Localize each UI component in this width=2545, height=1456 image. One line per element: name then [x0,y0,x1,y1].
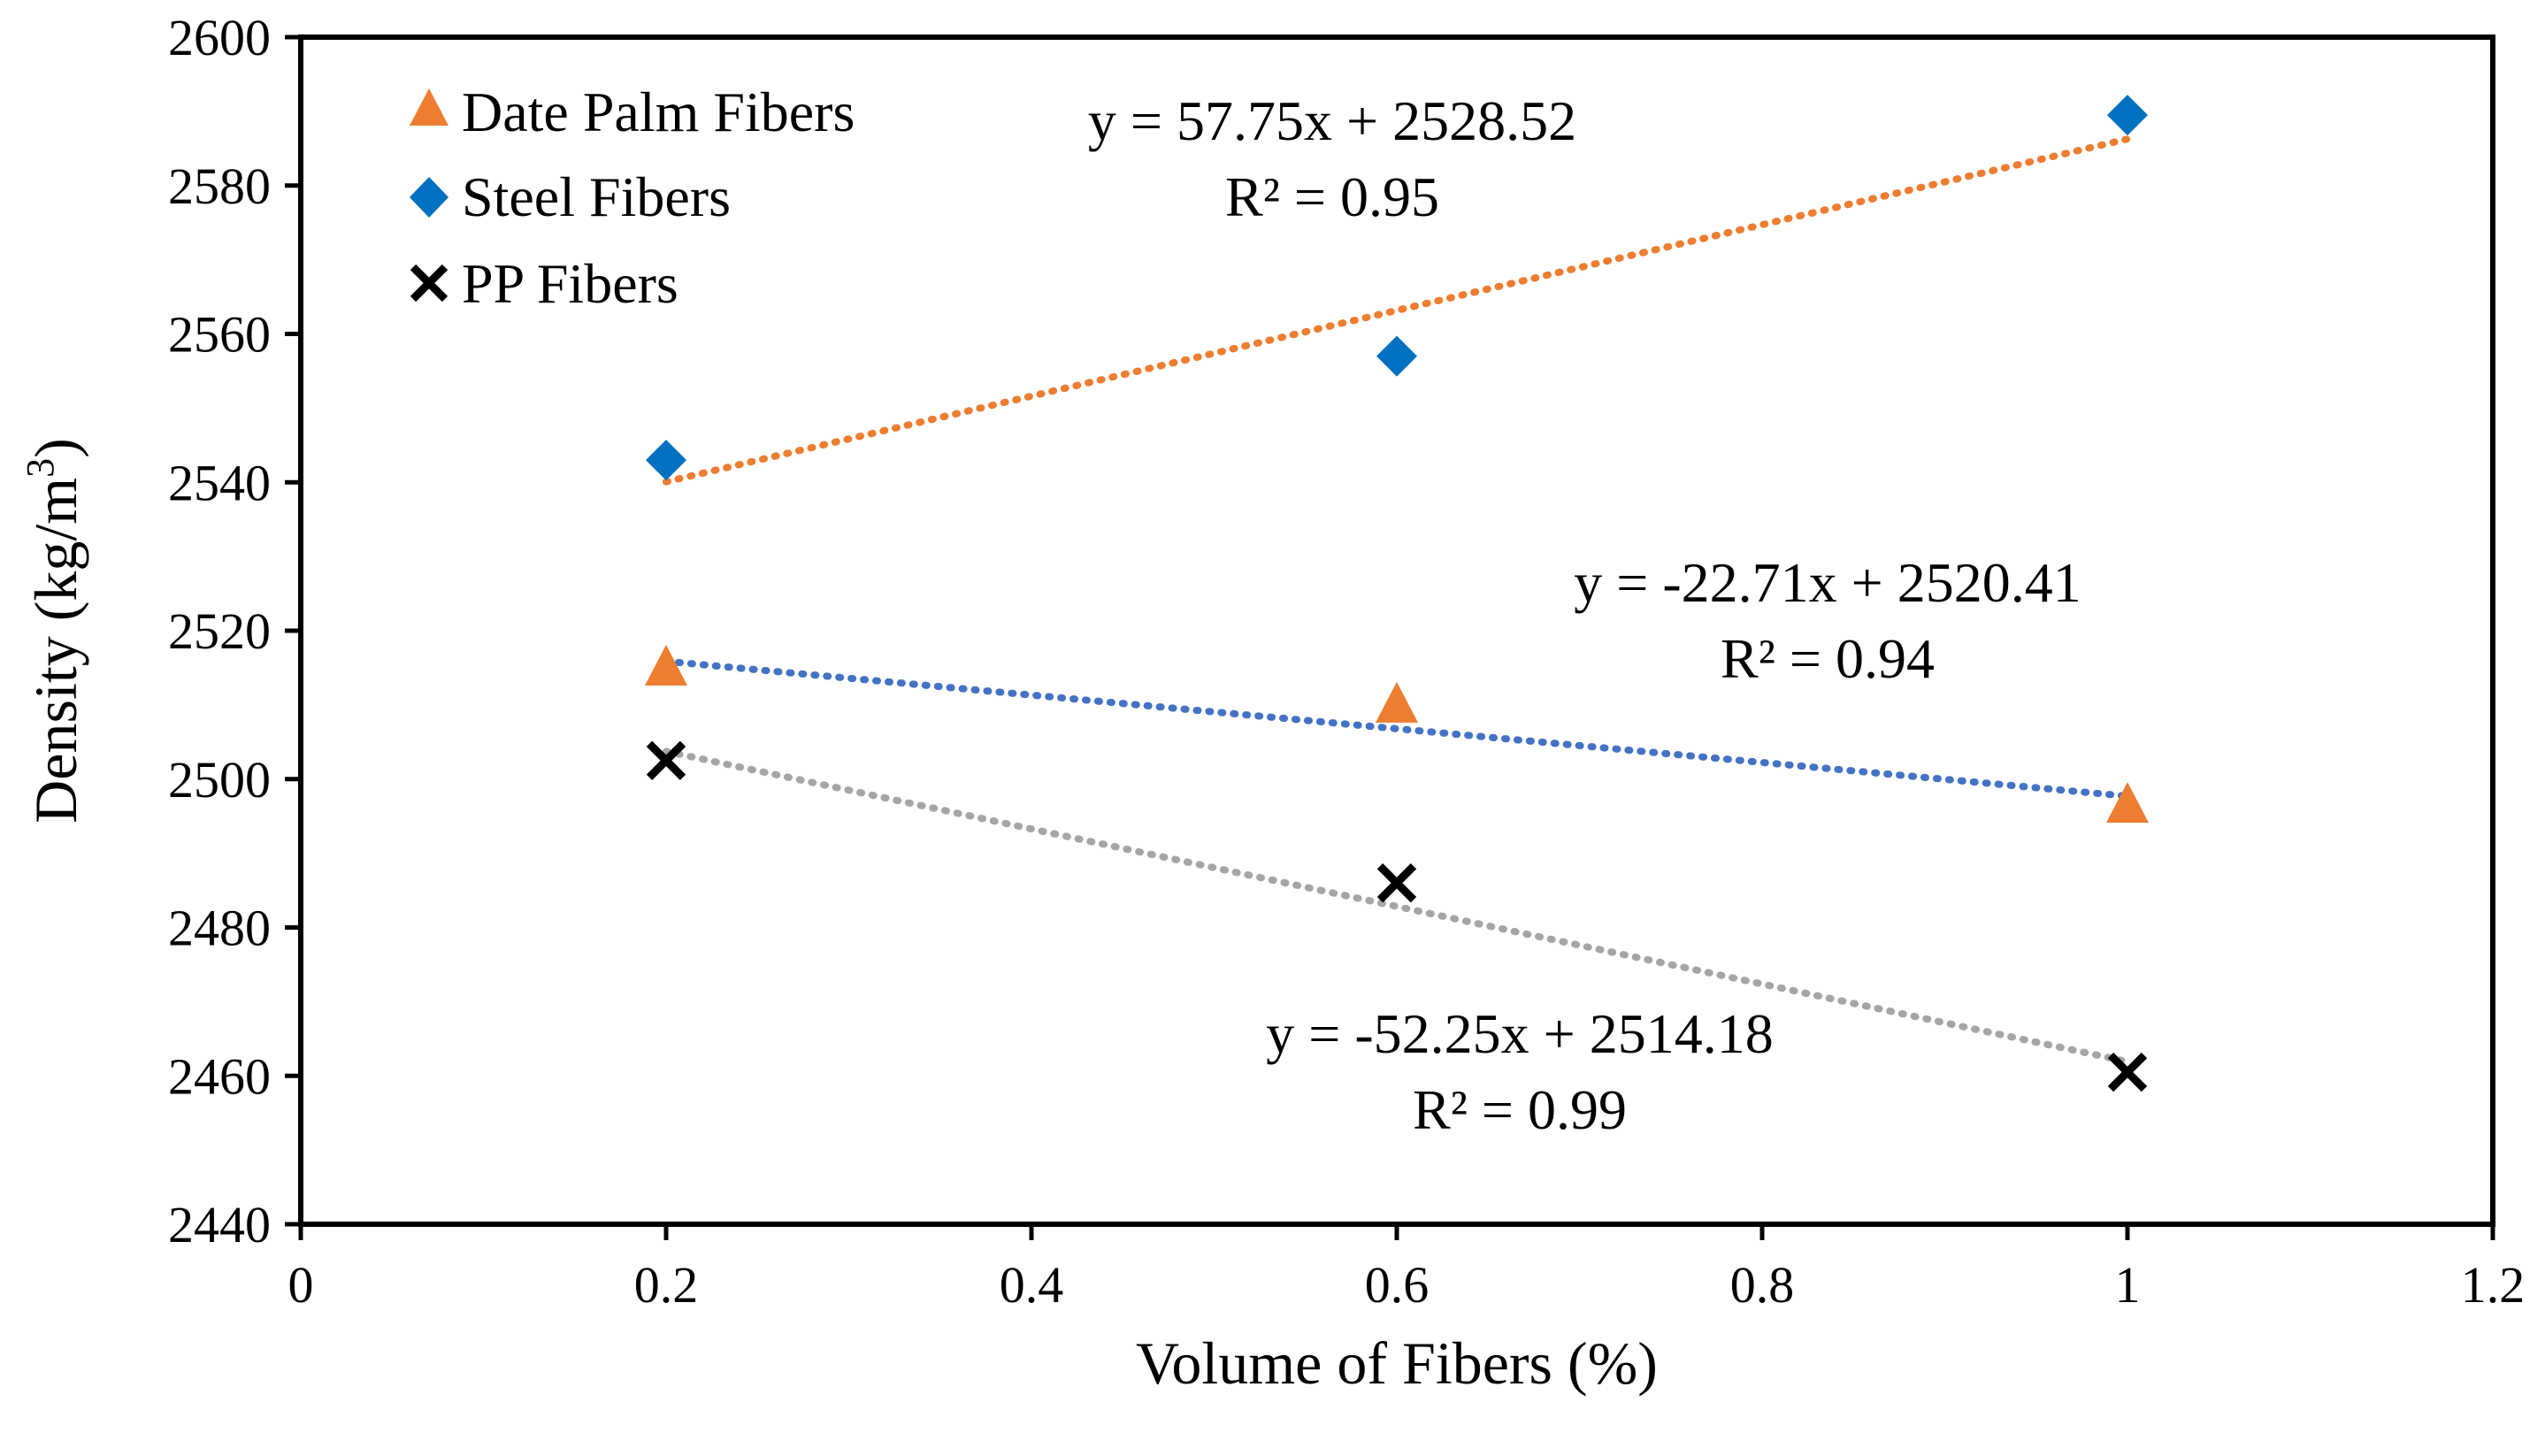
trendlines [663,135,2131,1066]
trendline-equations: y = 57.75x + 2528.52 R² = 0.95 y = -22.7… [1088,89,2081,1141]
data-point-steel-fibers [1376,335,1417,377]
legend-marker-steel-fibers [410,177,448,218]
x-axis-title: Volume of Fibers (%) [1136,1330,1658,1397]
y-axis-title-main: Density (kg/m [22,478,89,824]
y-tick-label: 2580 [168,157,271,215]
data-point-pp-fibers [646,740,686,780]
data-point-steel-fibers [2107,95,2148,136]
y-tick-label: 2500 [168,751,271,808]
trendline-1 [663,135,2131,486]
data-point-pp-fibers [2107,1052,2148,1092]
r2-steel: R² = 0.94 [1721,627,1935,690]
equation-steel: y = -22.71x + 2520.41 [1574,551,2081,614]
y-axis-title: Density (kg/m3) [19,438,89,824]
x-tick-label: 0.2 [634,1256,699,1314]
y-tick-label: 2520 [168,602,271,660]
y-tick-label: 2540 [168,454,271,511]
data-point-pp-fibers [1376,862,1417,903]
x-axis-ticks: 0 0.2 0.4 0.6 0.8 1 1.2 [288,1224,2526,1314]
x-tick-label: 1 [2115,1256,2141,1314]
y-tick-label: 2440 [168,1196,271,1253]
data-point-steel-fibers [646,440,686,481]
trendline-2 [663,657,2131,801]
x-tick-label: 0.6 [1365,1256,1430,1314]
legend: Date Palm Fibers Steel Fibers PP Fibers [410,80,855,315]
y-axis-title-superscript: 3 [19,458,62,478]
legend-marker-pp-fibers [410,264,448,303]
x-tick-label: 1.2 [2461,1256,2526,1314]
y-tick-label: 2480 [168,900,271,957]
equation-pp: y = -52.25x + 2514.18 [1266,1002,1774,1065]
y-tick-label: 2460 [168,1047,271,1105]
x-tick-label: 0.8 [1730,1256,1795,1314]
r2-pp: R² = 0.99 [1413,1078,1627,1141]
legend-label-pp-fibers: PP Fibers [462,252,678,315]
x-tick-label: 0.4 [1000,1256,1064,1314]
x-tick-label: 0 [288,1256,314,1314]
y-tick-label: 2560 [168,306,271,364]
equation-date-palm: y = 57.75x + 2528.52 [1088,89,1576,152]
legend-label-steel-fibers: Steel Fibers [462,165,731,228]
data-point-date-palm-fibers [2106,782,2149,824]
y-axis-title-suffix: ) [22,438,89,458]
data-point-date-palm-fibers [1376,681,1418,723]
data-points [645,95,2149,1092]
y-tick-label: 2600 [168,9,271,66]
trendline-3 [663,747,2131,1066]
r2-date-palm: R² = 0.95 [1225,165,1439,228]
legend-marker-date-palm-fibers [410,88,448,126]
data-point-date-palm-fibers [645,644,687,686]
y-axis-ticks: 2440 2460 2480 2500 2520 2540 2560 2580 2600 [168,9,301,1253]
legend-label-date-palm-fibers: Date Palm Fibers [462,80,855,143]
